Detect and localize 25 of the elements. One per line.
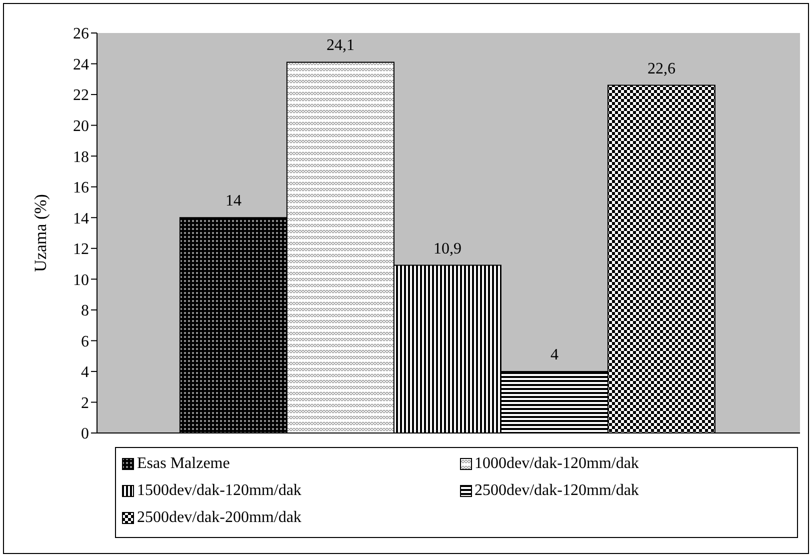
- y-tick-label: 14: [73, 210, 89, 228]
- y-tick-label: 20: [73, 118, 89, 135]
- y-tick-label: 4: [81, 364, 89, 382]
- data-label: 22,6: [647, 60, 676, 78]
- y-tick-label: 16: [73, 180, 89, 197]
- y-tick-label: 6: [81, 333, 89, 350]
- y-tick-label: 12: [73, 241, 89, 258]
- data-label: 24,1: [326, 37, 354, 54]
- y-axis-title: Uzama (%): [31, 194, 50, 272]
- y-tick-label: 22: [73, 87, 89, 104]
- data-label: 10,9: [433, 240, 462, 258]
- legend-label: 2500dev/dak-200mm/dak: [137, 509, 302, 527]
- y-tick-label: 18: [73, 148, 89, 166]
- legend-label: 2500dev/dak-120mm/dak: [474, 482, 639, 500]
- y-tick-label: 10: [73, 272, 89, 289]
- legend-label: 1500dev/dak-120mm/dak: [137, 482, 302, 500]
- legend-label: Esas Malzeme: [137, 455, 230, 473]
- y-tick-label: 26: [73, 26, 89, 43]
- y-tick-label: 24: [73, 56, 89, 74]
- y-tick-label: 0: [81, 426, 89, 443]
- legend-label: 1000dev/dak-120mm/dak: [474, 455, 639, 473]
- y-tick-label: 8: [81, 302, 89, 320]
- data-label: 4: [550, 346, 558, 364]
- y-tick-label: 2: [81, 394, 89, 412]
- data-label: 14: [225, 192, 242, 210]
